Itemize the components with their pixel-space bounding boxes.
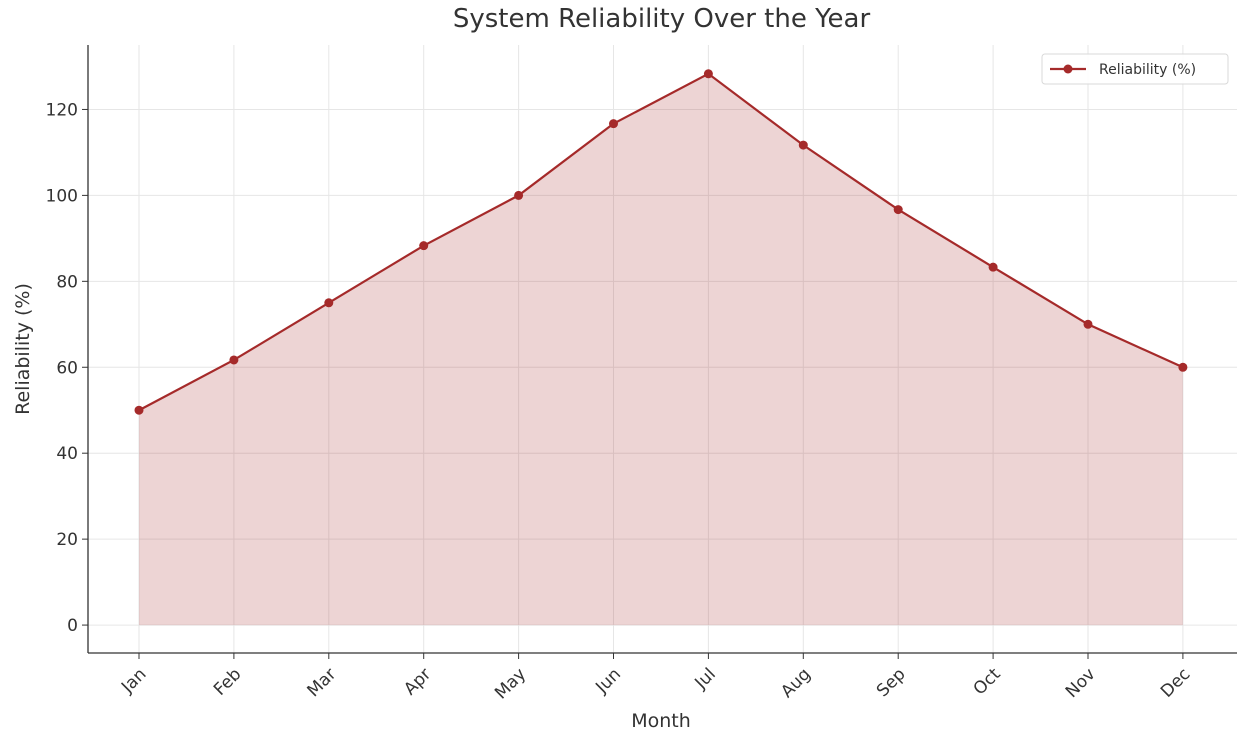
data-point-jun (609, 119, 618, 129)
y-tick-label: 0 (67, 616, 78, 636)
data-point-feb (229, 355, 239, 365)
legend-label: Reliability (%) (1099, 62, 1196, 78)
legend: Reliability (%) (1041, 53, 1229, 85)
data-point-nov (1083, 319, 1093, 329)
x-tick-label-aug: Aug (777, 664, 815, 702)
x-axis-title: Month (631, 710, 691, 732)
data-point-jul (703, 69, 713, 79)
x-tick-label-apr: Apr (400, 664, 435, 699)
data-point-apr (419, 241, 429, 251)
y-tick-label: 60 (56, 358, 78, 378)
reliability-series-line (138, 72, 1184, 412)
x-axis-ticks: Jan Feb Mar Apr May Jun Jul Aug Sep Oct Nov Dec (117, 653, 1194, 703)
x-tick-label-nov: Nov (1062, 664, 1100, 702)
y-tick-label: 40 (56, 444, 78, 464)
x-tick-label-may: May (491, 664, 530, 703)
data-point-dec (1178, 362, 1188, 372)
y-tick-label: 120 (46, 100, 78, 120)
legend-box (1041, 53, 1229, 85)
y-axis-ticks: 0 20 40 60 80 100 120 (46, 100, 88, 636)
y-axis-title: Reliability (%) (12, 283, 34, 415)
x-tick-label-jun: Jun (591, 664, 625, 698)
y-tick-label: 80 (56, 272, 78, 292)
legend-marker (1063, 64, 1073, 74)
y-tick-label: 20 (56, 530, 78, 550)
x-tick-label-jan: Jan (117, 664, 150, 697)
data-point-jan (134, 405, 144, 415)
x-tick-label-mar: Mar (304, 664, 341, 701)
x-tick-label-oct: Oct (970, 664, 1005, 699)
x-tick-label-sep: Sep (873, 664, 910, 701)
data-point-may (514, 190, 524, 200)
chart-title: System Reliability Over the Year (452, 4, 871, 34)
y-tick-label: 100 (46, 186, 78, 206)
x-tick-label-feb: Feb (210, 664, 245, 699)
data-point-aug (798, 140, 808, 150)
x-tick-label-dec: Dec (1157, 664, 1194, 701)
data-point-oct (988, 262, 998, 272)
reliability-area-fill (139, 73, 1183, 626)
data-point-mar (324, 298, 334, 308)
data-point-sep (893, 205, 903, 215)
x-tick-label-jul: Jul (691, 664, 720, 693)
data-points (134, 69, 1188, 415)
